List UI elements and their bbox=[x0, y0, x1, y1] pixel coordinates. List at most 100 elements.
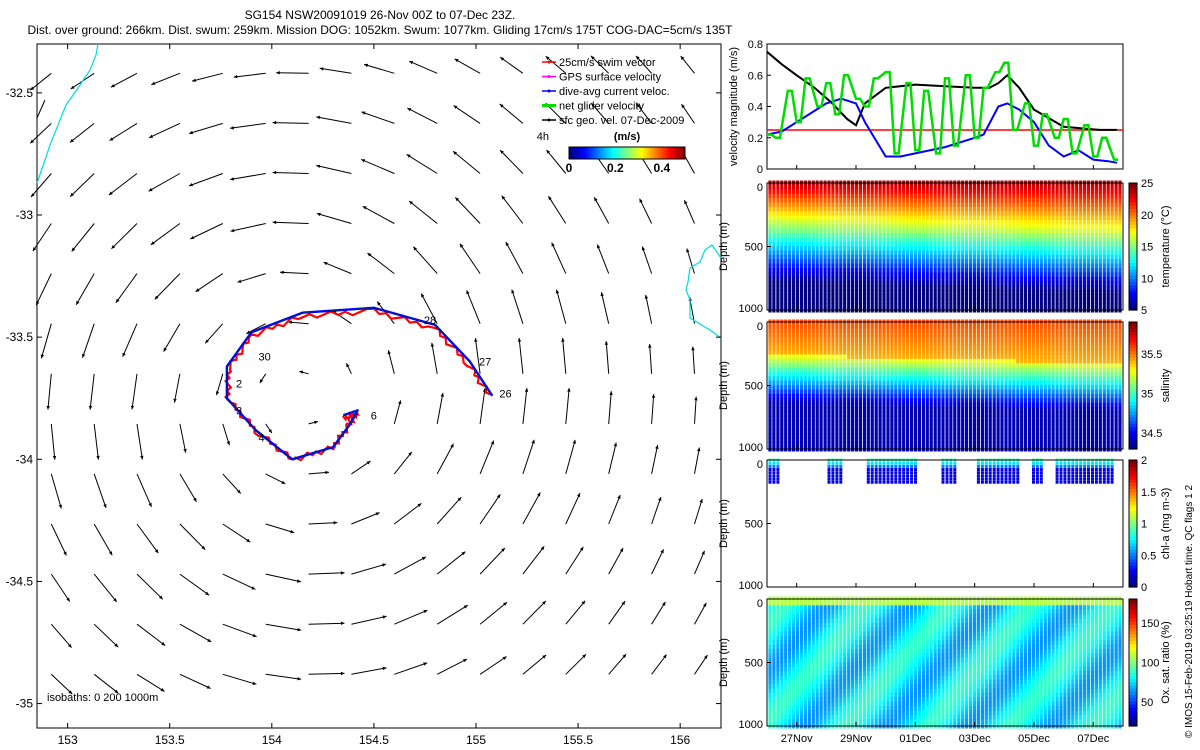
profile-sample bbox=[1047, 294, 1051, 300]
profile-sample bbox=[795, 341, 800, 347]
profile-sample bbox=[854, 437, 859, 443]
profile-sample bbox=[941, 398, 945, 404]
profile-sample bbox=[823, 193, 827, 199]
profile-sample bbox=[933, 345, 937, 351]
profile-sample bbox=[866, 429, 870, 434]
profile-sample bbox=[1004, 363, 1008, 369]
velocity-arrow bbox=[651, 549, 665, 575]
profile-sample bbox=[965, 276, 969, 282]
profile-sample bbox=[1039, 263, 1043, 269]
profile-sample bbox=[941, 429, 945, 434]
profile-sample bbox=[902, 246, 906, 252]
profile-sample bbox=[1000, 376, 1004, 382]
profile-sample bbox=[1051, 241, 1055, 247]
profile-sample bbox=[1083, 237, 1087, 243]
profile-sample bbox=[898, 354, 902, 360]
profile-sample bbox=[945, 341, 949, 347]
profile-sample bbox=[1012, 193, 1016, 199]
profile-sample bbox=[1008, 424, 1012, 430]
profile-sample bbox=[858, 354, 862, 360]
profile-sample bbox=[1000, 358, 1004, 364]
profile-sample bbox=[839, 354, 843, 360]
profile-sample bbox=[898, 350, 902, 356]
profile-sample bbox=[1016, 281, 1020, 287]
profile-sample bbox=[965, 389, 969, 395]
profile-sample bbox=[910, 367, 914, 373]
profile-sample bbox=[1047, 189, 1051, 195]
profile-sample bbox=[807, 303, 811, 309]
velocity-arrow bbox=[680, 55, 695, 74]
colorbar-swatch bbox=[649, 147, 652, 159]
profile-sample bbox=[1083, 246, 1087, 252]
profile-sample bbox=[870, 276, 874, 282]
profile-sample bbox=[902, 376, 906, 382]
profile-sample bbox=[961, 433, 965, 439]
profile-sample bbox=[878, 328, 882, 334]
profile-sample bbox=[882, 281, 886, 287]
profile-sample bbox=[799, 424, 804, 430]
profile-sample bbox=[937, 420, 941, 426]
profile-sample bbox=[988, 398, 992, 404]
profile-sample bbox=[941, 233, 945, 239]
profile-sample bbox=[803, 189, 807, 195]
profile-sample bbox=[890, 345, 894, 351]
colorbar-swatch bbox=[621, 147, 624, 159]
velocity-arrow bbox=[136, 473, 152, 508]
profile-sample bbox=[870, 246, 874, 252]
profile-sample bbox=[768, 254, 772, 260]
velocity-arrow bbox=[361, 111, 395, 124]
profile-sample bbox=[827, 211, 831, 217]
profile-sample bbox=[858, 228, 862, 234]
velocity-arrow bbox=[407, 107, 438, 124]
profile-sample bbox=[843, 389, 847, 395]
profile-sample bbox=[815, 411, 819, 417]
profile-sample bbox=[996, 354, 1000, 360]
profile-sample bbox=[1067, 246, 1071, 252]
profile-sample bbox=[776, 202, 780, 208]
profile-sample bbox=[819, 206, 823, 212]
profile-sample bbox=[1083, 193, 1087, 199]
velocity-arrow bbox=[522, 600, 547, 625]
profile-sample bbox=[961, 358, 965, 364]
profile-sample bbox=[929, 189, 933, 195]
profile-sample bbox=[906, 332, 910, 338]
profile-sample bbox=[925, 241, 929, 247]
profile-sample bbox=[886, 268, 890, 274]
profile-sample bbox=[929, 303, 933, 309]
profile-sample bbox=[917, 303, 921, 309]
profile-sample bbox=[854, 420, 859, 426]
profile-sample bbox=[933, 442, 937, 448]
colorbar-swatch bbox=[1129, 217, 1137, 222]
profile-sample bbox=[870, 407, 874, 413]
profile-sample bbox=[807, 241, 811, 247]
profile-sample bbox=[1102, 215, 1106, 221]
profile-sample bbox=[921, 198, 925, 203]
profile-sample bbox=[1059, 263, 1063, 269]
profile-sample bbox=[980, 303, 984, 309]
profile-sample bbox=[937, 276, 941, 282]
profile-sample bbox=[1106, 219, 1110, 225]
profile-sample bbox=[913, 259, 918, 265]
profile-sample bbox=[858, 202, 862, 208]
profile-sample bbox=[902, 337, 906, 342]
profile-sample bbox=[969, 233, 973, 239]
profile-sample bbox=[839, 193, 843, 199]
profile-sample bbox=[1020, 219, 1024, 225]
profile-sample bbox=[992, 298, 996, 304]
colorbar-swatch bbox=[679, 147, 682, 159]
profile-sample bbox=[854, 184, 859, 190]
profile-sample bbox=[910, 254, 914, 260]
profile-sample bbox=[957, 250, 961, 256]
profile-sample bbox=[969, 228, 973, 234]
profile-sample bbox=[1031, 206, 1036, 212]
profile-sample bbox=[847, 290, 851, 295]
profile-sample bbox=[1114, 189, 1118, 195]
coastline bbox=[36, 43, 722, 339]
profile-sample bbox=[827, 294, 831, 300]
profile-sample bbox=[925, 219, 929, 225]
profile-sample bbox=[839, 237, 843, 243]
isobath-line bbox=[36, 99, 46, 119]
profile-sample bbox=[902, 206, 906, 212]
profile-sample bbox=[823, 294, 827, 300]
profile-sample bbox=[902, 228, 906, 234]
